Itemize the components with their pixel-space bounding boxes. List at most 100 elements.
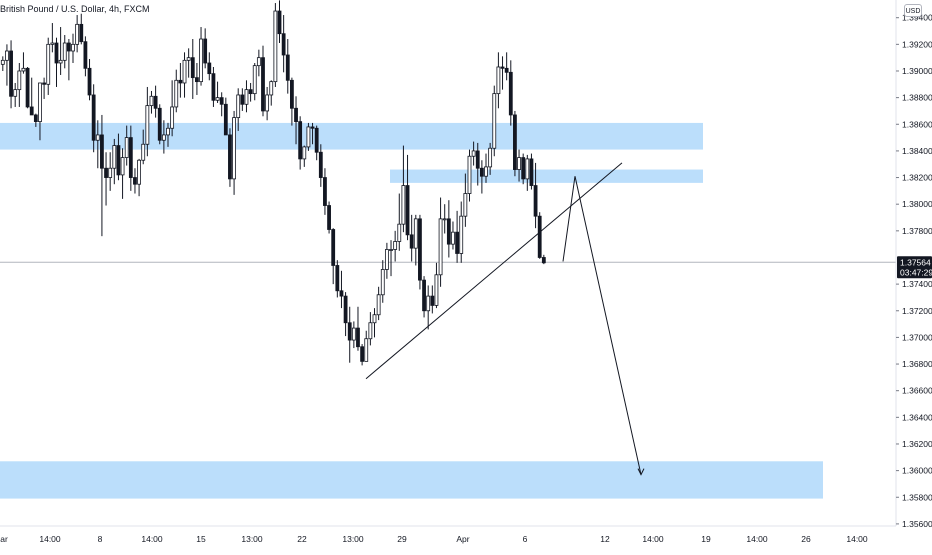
candle [504, 52, 509, 81]
candle [58, 27, 63, 75]
candle-body-bearish [356, 327, 360, 348]
candle [413, 214, 418, 266]
candle-body-bullish [252, 65, 257, 95]
price-tick-label: 1.36800 [902, 359, 932, 369]
candle-body-bearish [240, 94, 245, 105]
candle [219, 92, 224, 117]
price-tick-label: 1.38000 [902, 199, 932, 209]
candle-body-bearish [294, 107, 298, 123]
candle [124, 125, 129, 166]
candle-body-bullish [384, 249, 389, 270]
candle-body-bullish [95, 134, 100, 141]
candle [484, 153, 488, 183]
candle-body-bullish [120, 157, 125, 176]
candle-body-bullish [269, 81, 274, 96]
candle [455, 210, 460, 263]
currency-badge[interactable]: USD [904, 4, 922, 17]
candle-body-bullish [199, 38, 203, 83]
candle [343, 292, 348, 337]
candle-body-bullish [75, 23, 80, 45]
candle [157, 104, 162, 145]
price-tick-label: 1.39400 [902, 13, 932, 23]
candle [42, 77, 46, 99]
candle [463, 173, 468, 227]
candle [517, 149, 521, 182]
candle-body-bearish [104, 167, 108, 178]
candle-body-bullish [46, 43, 51, 85]
candle-body-bearish [277, 10, 282, 35]
candle [223, 97, 228, 136]
zone-1 [390, 169, 703, 183]
candle [273, 3, 278, 87]
candle [252, 62, 257, 101]
candle [537, 212, 542, 259]
price-tick-label: 1.38400 [902, 146, 932, 156]
candle [451, 221, 455, 250]
candle-body-bullish [17, 70, 22, 91]
candle [120, 148, 125, 199]
candle-body-bearish [178, 79, 183, 84]
candle-body-bullish [124, 137, 129, 158]
candle-body-bearish [430, 295, 435, 306]
candle [335, 260, 340, 298]
time-tick-label: 12 [600, 534, 610, 544]
candle-body-bearish [289, 79, 294, 109]
candle-body-bearish [314, 127, 319, 153]
candle-body-bullish [5, 50, 9, 61]
candle [182, 52, 187, 98]
candle [533, 162, 538, 229]
candle [29, 77, 34, 116]
candle-body-bearish [285, 54, 290, 81]
candle-body-bearish [418, 218, 422, 281]
candle-body-bullish [368, 322, 373, 340]
candle [17, 62, 22, 107]
candle [46, 37, 51, 95]
candle [9, 40, 13, 109]
candle [401, 145, 406, 233]
candle [508, 60, 513, 126]
time-tick-label: 19 [701, 534, 711, 544]
candle [145, 86, 150, 157]
candle-body-bearish [409, 234, 414, 249]
candle [166, 122, 170, 147]
candle [215, 81, 220, 103]
candle [137, 158, 141, 197]
candle-body-bullish [393, 241, 398, 250]
time-tick-label: 13:00 [241, 534, 263, 544]
candle [91, 84, 96, 153]
candle [541, 254, 546, 265]
price-tick-label: 1.36200 [902, 439, 932, 449]
candle [195, 62, 199, 95]
candle [0, 56, 5, 71]
candle-body-bearish [504, 67, 509, 73]
price-tick-label: 1.38600 [902, 119, 932, 129]
time-tick-label: 14:00 [846, 534, 868, 544]
candle-body-bullish [442, 218, 447, 221]
candle-body-bullish [484, 166, 488, 177]
candle-body-bullish [389, 249, 393, 251]
candle [426, 285, 431, 330]
candle-body-bullish [401, 185, 406, 225]
candle-body-bullish [372, 314, 377, 324]
candle-body-bearish [87, 67, 92, 96]
time-tick-label: 14:00 [141, 534, 163, 544]
time-tick-label: 29 [397, 534, 407, 544]
candle [50, 23, 55, 53]
candle-body-bearish [331, 229, 336, 266]
candle-body-bullish [488, 147, 493, 168]
candle [38, 82, 42, 141]
candle-body-bearish [360, 346, 365, 362]
candle-body-bullish [244, 89, 249, 105]
candle [261, 45, 265, 117]
candle [5, 44, 9, 86]
candle [529, 153, 534, 190]
candle-body-bullish [496, 66, 501, 95]
candle [66, 39, 71, 81]
candle-body-bullish [232, 117, 236, 180]
candle-body-bullish [265, 94, 270, 112]
candle-body-bearish [533, 185, 538, 217]
candle-body-bullish [145, 105, 150, 145]
time-tick-label: 6 [523, 534, 528, 544]
